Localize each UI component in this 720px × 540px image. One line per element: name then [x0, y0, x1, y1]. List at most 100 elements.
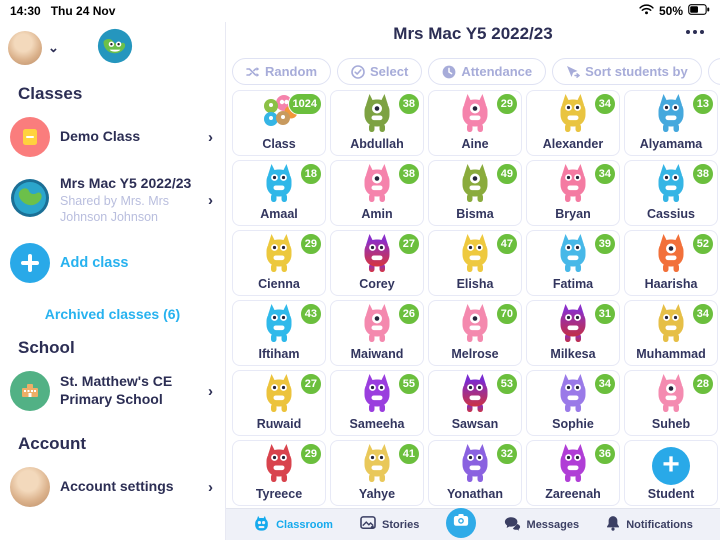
student-card-ruwaid[interactable]: 27 Ruwaid: [232, 370, 326, 436]
monster-avatar: [357, 372, 397, 419]
sidebar-item-current-class[interactable]: Mrs Mac Y5 2022/23 Shared by Mrs. Mrs Jo…: [0, 166, 225, 234]
points-badge: 38: [397, 93, 420, 115]
student-name: Amin: [361, 207, 393, 221]
monster-avatar: [357, 442, 397, 489]
monster-avatar: [259, 232, 299, 279]
camera-fab-button[interactable]: [446, 507, 477, 538]
chevron-down-icon[interactable]: ⌄: [48, 40, 59, 55]
student-card-elisha[interactable]: 47 Elisha: [428, 230, 522, 296]
points-badge: 39: [593, 233, 616, 255]
toolbar-button-attendance[interactable]: Attendance: [428, 58, 547, 85]
student-name: Maiwand: [350, 347, 404, 361]
more-menu-icon[interactable]: [686, 30, 704, 34]
sidebar: ⌄ Classes Demo Class › Mrs Mac Y5 2022/2…: [0, 22, 226, 540]
points-badge: 27: [397, 233, 420, 255]
class-avatar-globe-icon[interactable]: [97, 28, 133, 69]
points-badge: 34: [593, 373, 616, 395]
student-card-muhammad[interactable]: 34 Muhammad: [624, 300, 718, 366]
student-card-iftiham[interactable]: 43 Iftiham: [232, 300, 326, 366]
student-card-corey[interactable]: 27 Corey: [330, 230, 424, 296]
student-name: Haarisha: [644, 277, 698, 291]
student-card-amin[interactable]: 38 Amin: [330, 160, 424, 226]
student-name: Suheb: [651, 417, 691, 431]
school-building-icon: [10, 371, 50, 411]
account-settings-label: Account settings: [60, 478, 174, 494]
student-card-sawsan[interactable]: 53 Sawsan: [428, 370, 522, 436]
student-card-melrose[interactable]: 70 Melrose: [428, 300, 522, 366]
student-card-amaal[interactable]: 18 Amaal: [232, 160, 326, 226]
student-card-fatima[interactable]: 39 Fatima: [526, 230, 620, 296]
student-card-suheb[interactable]: 28 Suheb: [624, 370, 718, 436]
student-card-alexander[interactable]: 34 Alexander: [526, 90, 620, 156]
points-badge: 43: [299, 303, 322, 325]
points-badge: 32: [495, 443, 518, 465]
student-card-tyreece[interactable]: 29 Tyreece: [232, 440, 326, 506]
points-badge: 31: [593, 303, 616, 325]
demo-class-label: Demo Class: [60, 128, 141, 144]
student-card-sophie[interactable]: 34 Sophie: [526, 370, 620, 436]
student-card-cienna[interactable]: 29 Cienna: [232, 230, 326, 296]
student-name: Cienna: [258, 277, 300, 291]
plus-icon: [10, 243, 50, 283]
student-card-aine[interactable]: 29 Aine: [428, 90, 522, 156]
sidebar-item-demo-class[interactable]: Demo Class ›: [0, 108, 225, 166]
monster-avatar: [553, 442, 593, 489]
toolbar-button-random[interactable]: Random: [232, 58, 331, 85]
tab-label: Messages: [526, 518, 580, 531]
student-card-zareenah[interactable]: 36 Zareenah: [526, 440, 620, 506]
account-avatar: [10, 467, 50, 507]
tab-classroom[interactable]: Classroom: [253, 515, 333, 534]
points-badge: 34: [593, 93, 616, 115]
classes-heading: Classes: [18, 84, 83, 103]
page-title: Mrs Mac Y5 2022/23: [393, 24, 553, 43]
monster-avatar: [455, 442, 495, 489]
points-badge: 55: [397, 373, 420, 395]
tab-messages[interactable]: Messages: [504, 516, 580, 534]
current-class-label: Mrs Mac Y5 2022/23: [60, 175, 192, 191]
student-name: Ruwaid: [256, 417, 302, 431]
points-badge: 13: [691, 93, 714, 115]
student-card-cassius[interactable]: 38 Cassius: [624, 160, 718, 226]
student-name: Melrose: [451, 347, 499, 361]
monster-avatar: [357, 162, 397, 209]
monster-avatar: [357, 232, 397, 279]
toolbar-button-re[interactable]: Re: [707, 58, 720, 85]
points-badge: 34: [593, 163, 616, 185]
student-name: Amaal: [260, 207, 298, 221]
status-time: 14:30: [10, 4, 41, 18]
student-card-class[interactable]: 1024 Class: [232, 90, 326, 156]
camera-icon: [453, 513, 469, 532]
sidebar-item-add-class[interactable]: Add class: [0, 234, 225, 292]
chevron-right-icon: ›: [208, 478, 213, 496]
toolbar-button-select[interactable]: Select: [337, 58, 423, 85]
teacher-resources-link[interactable]: Teacher resources: [0, 516, 225, 540]
archived-classes-link[interactable]: Archived classes (6): [44, 306, 181, 322]
points-badge: 36: [593, 443, 616, 465]
student-card-alyamama[interactable]: 13 Alyamama: [624, 90, 718, 156]
battery-percent: 50%: [658, 4, 683, 18]
student-card-milkesa[interactable]: 31 Milkesa: [526, 300, 620, 366]
student-card-haarisha[interactable]: 52 Haarisha: [624, 230, 718, 296]
student-card-yahye[interactable]: 41 Yahye: [330, 440, 424, 506]
student-card-sameeha[interactable]: 55 Sameeha: [330, 370, 424, 436]
monster-avatar: [651, 302, 691, 349]
status-left: 14:30 Thu 24 Nov: [10, 4, 115, 18]
tab-stories[interactable]: Stories: [360, 516, 419, 533]
student-card-bryan[interactable]: 34 Bryan: [526, 160, 620, 226]
school-heading: School: [18, 338, 75, 357]
tab-label: Stories: [382, 518, 420, 531]
student-name: Alyamama: [639, 137, 703, 151]
student-card-yonathan[interactable]: 32 Yonathan: [428, 440, 522, 506]
sidebar-item-account-settings[interactable]: Account settings ›: [0, 458, 225, 516]
student-card-abdullah[interactable]: 38 Abdullah: [330, 90, 424, 156]
monster-avatar: [259, 372, 299, 419]
teacher-avatar[interactable]: [8, 31, 42, 65]
student-card-maiwand[interactable]: 26 Maiwand: [330, 300, 424, 366]
toolbar-button-sort-students-by[interactable]: Sort students by: [552, 58, 702, 85]
tab-notifications[interactable]: Notifications: [606, 515, 693, 534]
student-card-bisma[interactable]: 49 Bisma: [428, 160, 522, 226]
sidebar-item-school[interactable]: St. Matthew's CE Primary School ›: [0, 362, 225, 420]
student-name: Muhammad: [636, 347, 706, 361]
add-student-card[interactable]: + Student: [624, 440, 718, 506]
chevron-right-icon: ›: [208, 191, 213, 209]
